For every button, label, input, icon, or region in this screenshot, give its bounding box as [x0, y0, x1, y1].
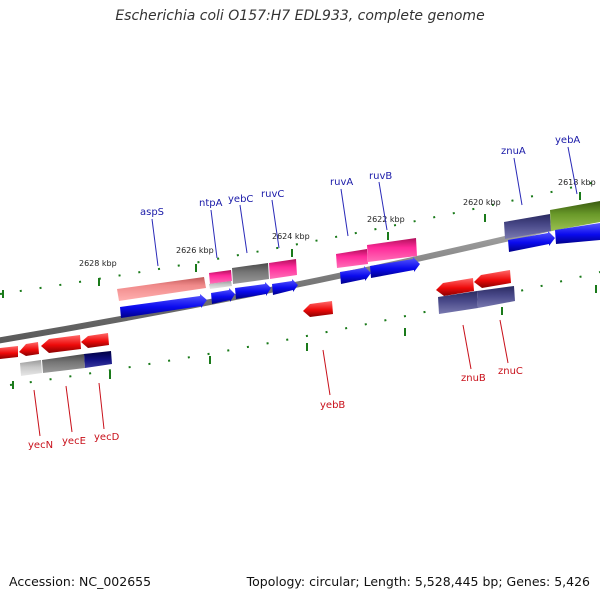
cds-forward-track	[120, 223, 600, 318]
gene-label-ruvB[interactable]: ruvB	[369, 171, 392, 182]
tick-label-2626: 2626 kbp	[176, 246, 214, 255]
tick-label-2620: 2620 kbp	[463, 198, 501, 207]
gene-label-znuB[interactable]: znuB	[461, 373, 486, 384]
gene-label-yebA[interactable]: yebA	[555, 135, 580, 146]
gene-label-yebC[interactable]: yebC	[228, 194, 253, 205]
gene-label-yebB[interactable]: yebB	[320, 400, 345, 411]
gene-label-connectors-top	[151, 146, 578, 267]
tick-label-2622: 2622 kbp	[367, 215, 405, 224]
accession-label: Accession: NC_002655	[9, 574, 152, 589]
gene-label-ruvC[interactable]: ruvC	[261, 189, 284, 200]
gene-label-aspS[interactable]: aspS	[140, 207, 164, 218]
tick-label-2618: 2618 kbp	[558, 178, 596, 187]
gene-label-yecE[interactable]: yecE	[62, 436, 86, 447]
gene-label-ruvA[interactable]: ruvA	[330, 177, 353, 188]
map-title: Escherichia coli O157:H7 EDL933, complet…	[115, 8, 485, 24]
cds-reverse-track	[0, 270, 511, 359]
gene-label-znuC[interactable]: znuC	[498, 366, 523, 377]
genome-summary: Topology: circular; Length: 5,528,445 bp…	[246, 574, 590, 589]
feature-track-inner	[20, 286, 515, 376]
tick-label-2628: 2628 kbp	[79, 259, 117, 268]
gene-label-yecN[interactable]: yecN	[28, 440, 53, 451]
tick-label-2624: 2624 kbp	[272, 232, 310, 241]
gene-label-ntpA[interactable]: ntpA	[199, 198, 223, 209]
gene-label-connectors-bottom	[33, 319, 509, 437]
feature-track-outer	[117, 201, 600, 301]
major-ticks	[2, 192, 597, 389]
gene-label-znuA[interactable]: znuA	[501, 146, 526, 157]
gene-label-yecD[interactable]: yecD	[94, 432, 120, 443]
